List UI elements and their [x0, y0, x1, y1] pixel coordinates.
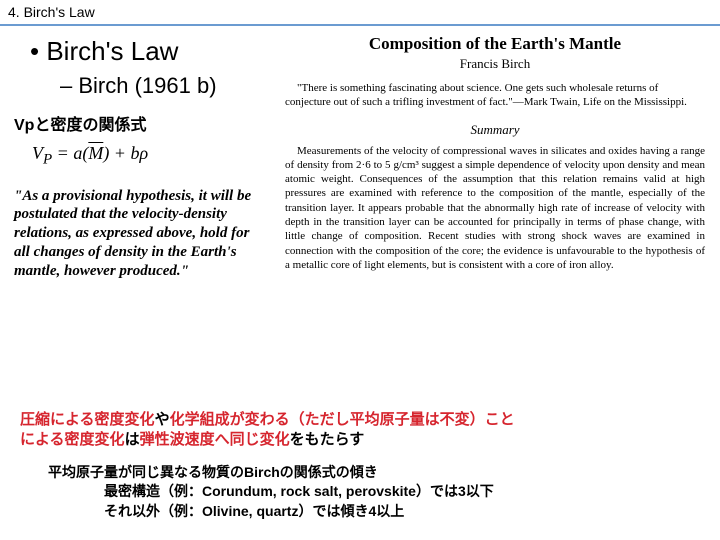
slope-notes: 平均原子量が同じ異なる物質のBirchの関係式の傾き 最密構造（例：Corund…: [48, 463, 700, 522]
paper-author: Francis Birch: [285, 56, 705, 72]
paper-summary-heading: Summary: [285, 122, 705, 138]
bottom-notes: 圧縮による密度変化や化学組成が変わる（ただし平均原子量は不変）こと による密度変…: [20, 410, 700, 521]
paper-summary-text: Measurements of the velocity of compress…: [285, 144, 705, 273]
header-title: 4. Birch's Law: [8, 4, 95, 20]
paper-epigraph: "There is something fascinating about sc…: [285, 82, 705, 110]
slide-header: 4. Birch's Law: [0, 0, 720, 26]
paper-title: Composition of the Earth's Mantle: [285, 34, 705, 54]
slope-dense: 最密構造（例：Corundum, rock salt, perovskite）で…: [104, 482, 700, 502]
conclusion-line-2: による密度変化は弾性波速度へ同じ変化をもたらす: [20, 430, 700, 450]
slope-heading: 平均原子量が同じ異なる物質のBirchの関係式の傾き: [48, 463, 700, 483]
conclusion-line-1: 圧縮による密度変化や化学組成が変わる（ただし平均原子量は不変）こと: [20, 410, 700, 430]
paper-excerpt: Composition of the Earth's Mantle Franci…: [285, 34, 705, 272]
slope-other: それ以外（例：Olivine, quartz）では傾き4以上: [104, 502, 700, 522]
hypothesis-quote: "As a provisional hypothesis, it will be…: [14, 187, 264, 281]
